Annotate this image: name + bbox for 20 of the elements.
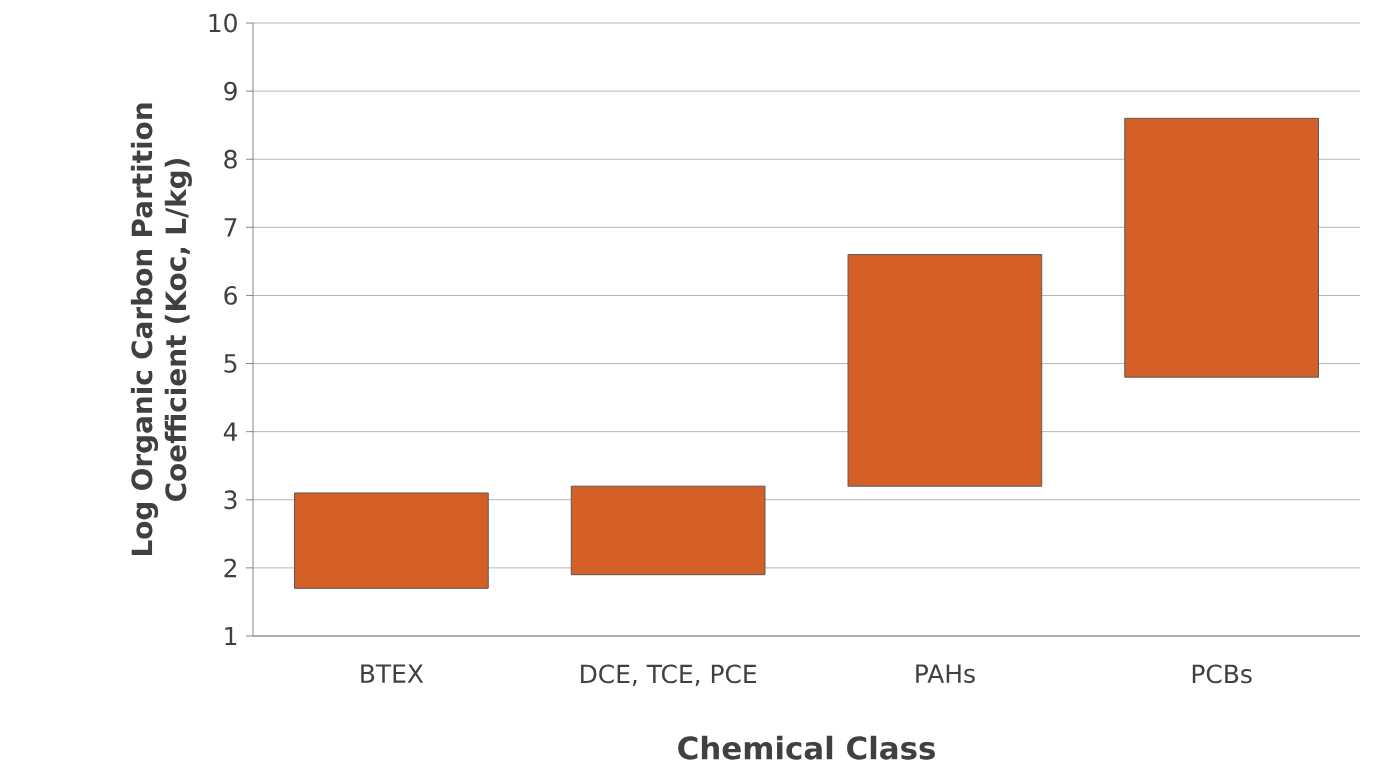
y-tick-label: 1 (225, 626, 237, 646)
y-tick-label: 5 (224, 354, 237, 373)
y-tick-label: 9 (224, 81, 237, 101)
bar (847, 254, 1043, 487)
bar (294, 492, 489, 589)
y-tick-label: 6 (224, 286, 237, 305)
bar (570, 485, 766, 576)
x-tick-label: DCE, TCE, PCE (581, 664, 757, 686)
x-axis-title: Chemical Class (678, 735, 935, 760)
x-tick-label: BTEX (361, 664, 424, 683)
x-tick-label: PAHs (916, 664, 975, 684)
x-tick-label: PCBs (1192, 664, 1252, 684)
y-tick-label: 3 (224, 490, 237, 510)
y-tick-label: 4 (223, 422, 238, 441)
y-tick-label: 8 (224, 149, 237, 169)
y-tick-label: 10 (209, 13, 237, 33)
y-tick-label: 7 (224, 218, 237, 237)
bar (1124, 117, 1319, 378)
y-axis-title: Log Organic Carbon Partition Coefficient (Koc, L/kg) (130, 103, 192, 556)
y-tick-label: 2 (224, 558, 236, 578)
